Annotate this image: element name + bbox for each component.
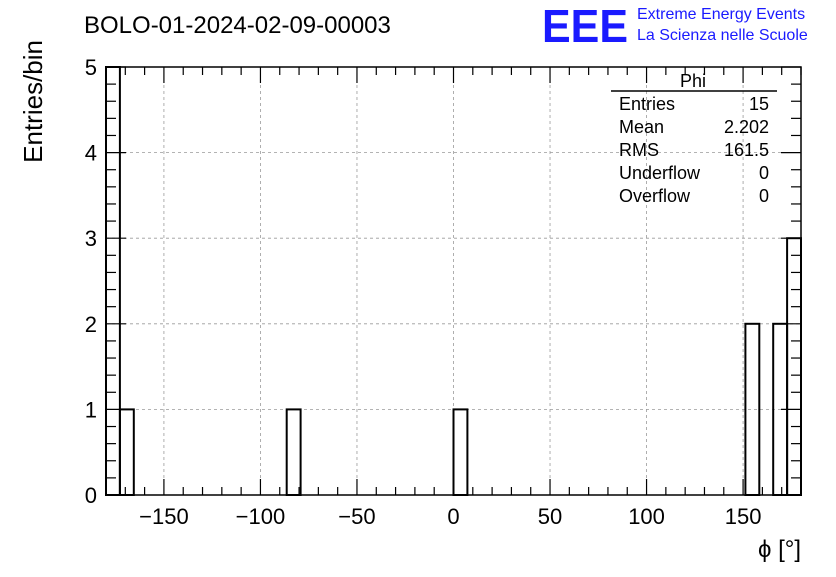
histogram-bin	[452, 408, 469, 496]
histogram-bin	[105, 66, 121, 496]
stats-row-value: 15	[749, 94, 769, 114]
x-tick-label: 50	[538, 504, 562, 529]
eee-logo: EEE Extreme Energy Events La Scienza nel…	[542, 0, 808, 52]
stats-rows: Entries 15 Mean 2.202 RMS 161.5 Underflow 0 Over…	[619, 94, 769, 206]
logo-line-1: Extreme Energy Events	[637, 6, 805, 23]
x-tick-label: 150	[725, 504, 762, 529]
histogram-bin	[786, 237, 802, 496]
chart-title: BOLO-01-2024-02-09-00003	[84, 12, 391, 39]
stats-title: Phi	[680, 71, 706, 91]
stats-row-label: Mean	[619, 117, 664, 137]
histogram-bin	[118, 408, 135, 496]
y-tick-label: 5	[85, 55, 97, 80]
stats-box: Phi Entries 15 Mean 2.202 RMS 161.5 Underflow 0…	[611, 71, 777, 206]
stats-row-value: 161.5	[724, 140, 769, 160]
histogram-bin	[285, 408, 302, 496]
y-tick-label: 4	[85, 141, 97, 166]
y-axis-label: Entries/bin	[18, 40, 48, 163]
stats-row-label: Entries	[619, 94, 675, 114]
logo-line-2: La Scienza nelle Scuole	[637, 27, 808, 44]
histogram-bars	[105, 66, 802, 496]
y-tick-label: 1	[85, 397, 97, 422]
histogram-bin	[744, 322, 761, 496]
x-tick-label: 100	[628, 504, 665, 529]
stats-row-value: 2.202	[724, 117, 769, 137]
stats-row-label: RMS	[619, 140, 659, 160]
axis-ticks	[105, 66, 802, 496]
stats-row-label: Underflow	[619, 163, 701, 183]
x-tick-label: −50	[338, 504, 375, 529]
y-tick-label: 2	[85, 312, 97, 337]
stats-row-label: Overflow	[619, 186, 691, 206]
x-tick-label: −150	[139, 504, 189, 529]
x-axis-label: ϕ [°]	[758, 536, 801, 563]
y-tick-label: 3	[85, 226, 97, 251]
x-tick-label: −100	[236, 504, 286, 529]
x-tick-label: 0	[447, 504, 459, 529]
stats-row-value: 0	[759, 186, 769, 206]
eee-logo-mark: EEE	[542, 0, 628, 52]
stats-row-value: 0	[759, 163, 769, 183]
tick-labels: −150 −100 −50 0 50 100 150 0 1 2 3 4 5	[85, 55, 762, 529]
y-tick-label: 0	[85, 483, 97, 508]
